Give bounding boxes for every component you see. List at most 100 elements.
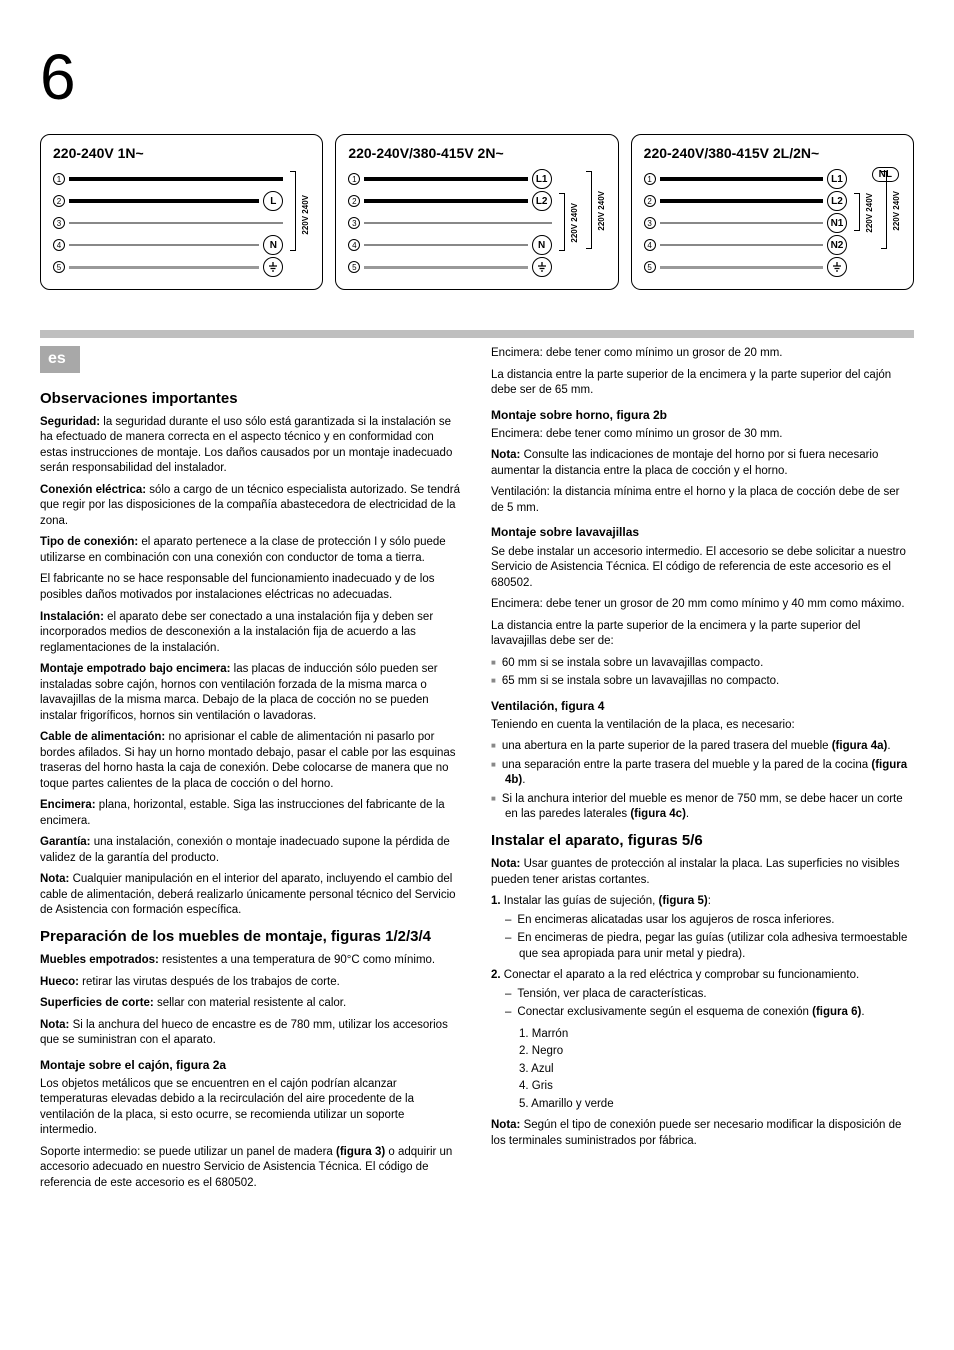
- para: Muebles empotrados: resistentes a una te…: [40, 953, 463, 969]
- para: Nota: Consulte las indicaciones de monta…: [491, 448, 914, 479]
- voltage-label: 220V 240V: [893, 191, 901, 231]
- right-column: Encimera: debe tener como mínimo un gros…: [491, 346, 914, 1197]
- wire-num: 3: [644, 217, 656, 229]
- terminal-ground-icon: [263, 257, 283, 277]
- wire-num: 1: [348, 173, 360, 185]
- terminal-l2: L2: [827, 191, 847, 211]
- list-item: Tensión, ver placa de características.: [505, 987, 914, 1003]
- para: Montaje empotrado bajo encimera: las pla…: [40, 662, 463, 724]
- list-item: 2. Conectar el aparato a la red eléctric…: [491, 968, 914, 1112]
- terminal-l2: L2: [532, 191, 552, 211]
- list-item: una abertura en la parte superior de la …: [491, 739, 914, 755]
- para: Tipo de conexión: el aparato pertenece a…: [40, 535, 463, 566]
- para: Nota: Según el tipo de conexión puede se…: [491, 1118, 914, 1149]
- list-item: 2. Negro: [519, 1044, 914, 1060]
- para: Cable de alimentación: no aprisionar el …: [40, 730, 463, 792]
- list-item: 1. Marrón: [519, 1027, 914, 1043]
- list-item: En encimeras de piedra, pegar las guías …: [505, 931, 914, 962]
- nl-badge: NL: [872, 167, 899, 182]
- para: Nota: Si la anchura del hueco de encastr…: [40, 1018, 463, 1049]
- wire-num: 2: [644, 195, 656, 207]
- para: Encimera: debe tener un grosor de 20 mm …: [491, 597, 914, 613]
- list-item: En encimeras alicatadas usar los agujero…: [505, 913, 914, 929]
- terminal-l1: L1: [827, 169, 847, 189]
- para: La distancia entre la parte superior de …: [491, 619, 914, 650]
- wire-num: 2: [348, 195, 360, 207]
- para: Los objetos metálicos que se encuentren …: [40, 1077, 463, 1139]
- diagram-1: 220-240V 1N~ 1 2 L 3 4 N 5 220V 240V: [40, 134, 323, 290]
- para: Encimera: debe tener como mínimo un gros…: [491, 427, 914, 443]
- install-steps: 1. Instalar las guías de sujeción, (figu…: [491, 894, 914, 1112]
- para: Garantía: una instalación, conexión o mo…: [40, 835, 463, 866]
- page-number: 6: [40, 40, 914, 114]
- color-list: 1. Marrón 2. Negro 3. Azul 4. Gris 5. Am…: [519, 1027, 914, 1113]
- para: Superficies de corte: sellar con materia…: [40, 996, 463, 1012]
- wire-num: 5: [53, 261, 65, 273]
- divider: [40, 330, 914, 338]
- list-item: Conectar exclusivamente según el esquema…: [505, 1005, 914, 1021]
- list-item: 5. Amarillo y verde: [519, 1097, 914, 1113]
- list-item: Si la anchura interior del mueble es men…: [491, 792, 914, 823]
- list-ventilacion: una abertura en la parte superior de la …: [491, 739, 914, 823]
- terminal-n: N: [532, 235, 552, 255]
- list-item: 1. Instalar las guías de sujeción, (figu…: [491, 894, 914, 962]
- para: Instalación: el aparato debe ser conecta…: [40, 610, 463, 657]
- wire-num: 3: [348, 217, 360, 229]
- terminal-ground-icon: [827, 257, 847, 277]
- wire-num: 5: [348, 261, 360, 273]
- heading-preparacion: Preparación de los muebles de montaje, f…: [40, 927, 463, 947]
- terminal-ground-icon: [532, 257, 552, 277]
- para: El fabricante no se hace responsable del…: [40, 572, 463, 603]
- left-column: es Observaciones importantes Seguridad: …: [40, 346, 463, 1197]
- wire-num: 1: [53, 173, 65, 185]
- heading-instalar: Instalar el aparato, figuras 5/6: [491, 831, 914, 851]
- para: Teniendo en cuenta la ventilación de la …: [491, 718, 914, 734]
- wire-num: 3: [53, 217, 65, 229]
- para: Nota: Cualquier manipulación en el inter…: [40, 872, 463, 919]
- wire-num: 1: [644, 173, 656, 185]
- para: Encimera: plana, horizontal, estable. Si…: [40, 798, 463, 829]
- list-lavavajillas: 60 mm si se instala sobre un lavavajilla…: [491, 656, 914, 690]
- diagram-3-title: 220-240V/380-415V 2L/2N~: [644, 145, 901, 161]
- wire-num: 5: [644, 261, 656, 273]
- para: La distancia entre la parte superior de …: [491, 368, 914, 399]
- diagram-2-title: 220-240V/380-415V 2N~: [348, 145, 605, 161]
- wire-num: 4: [53, 239, 65, 251]
- voltage-label: 220V 240V: [598, 191, 606, 231]
- diagram-1-title: 220-240V 1N~: [53, 145, 310, 161]
- terminal-l: L: [263, 191, 283, 211]
- para: Nota: Usar guantes de protección al inst…: [491, 857, 914, 888]
- para: Se debe instalar un accesorio intermedio…: [491, 545, 914, 592]
- heading-observaciones: Observaciones importantes: [40, 389, 463, 409]
- terminal-n2: N2: [827, 235, 847, 255]
- wiring-diagrams: 220-240V 1N~ 1 2 L 3 4 N 5 220V 240V 220-2…: [40, 134, 914, 290]
- para: Ventilación: la distancia mínima entre e…: [491, 485, 914, 516]
- language-tag: es: [40, 346, 80, 373]
- voltage-label: 220V 240V: [571, 203, 579, 243]
- list-item: 65 mm si se instala sobre un lavavajilla…: [491, 674, 914, 690]
- heading-2b: Montaje sobre horno, figura 2b: [491, 407, 914, 423]
- wire-num: 4: [644, 239, 656, 251]
- list-item: una separación entre la parte trasera de…: [491, 758, 914, 789]
- voltage-label: 220V 240V: [866, 193, 874, 233]
- terminal-l1: L1: [532, 169, 552, 189]
- para: Encimera: debe tener como mínimo un gros…: [491, 346, 914, 362]
- heading-2a: Montaje sobre el cajón, figura 2a: [40, 1057, 463, 1073]
- list-item: 60 mm si se instala sobre un lavavajilla…: [491, 656, 914, 672]
- list-item: 4. Gris: [519, 1079, 914, 1095]
- para: Seguridad: la seguridad durante el uso s…: [40, 415, 463, 477]
- wire-num: 2: [53, 195, 65, 207]
- diagram-2: 220-240V/380-415V 2N~ 1 L1 2 L2 3 4 N 5 220…: [335, 134, 618, 290]
- para: Soporte intermedio: se puede utilizar un…: [40, 1145, 463, 1192]
- text-columns: es Observaciones importantes Seguridad: …: [40, 346, 914, 1197]
- diagram-3: 220-240V/380-415V 2L/2N~ NL 1L1 2L2 3N1 …: [631, 134, 914, 290]
- wire-num: 4: [348, 239, 360, 251]
- terminal-n1: N1: [827, 213, 847, 233]
- heading-lavavajillas: Montaje sobre lavavajillas: [491, 524, 914, 540]
- list-item: 3. Azul: [519, 1062, 914, 1078]
- para: Hueco: retirar las virutas después de lo…: [40, 975, 463, 991]
- terminal-n: N: [263, 235, 283, 255]
- para: Conexión eléctrica: sólo a cargo de un t…: [40, 483, 463, 530]
- heading-vent4: Ventilación, figura 4: [491, 698, 914, 714]
- voltage-label: 220V 240V: [302, 195, 310, 235]
